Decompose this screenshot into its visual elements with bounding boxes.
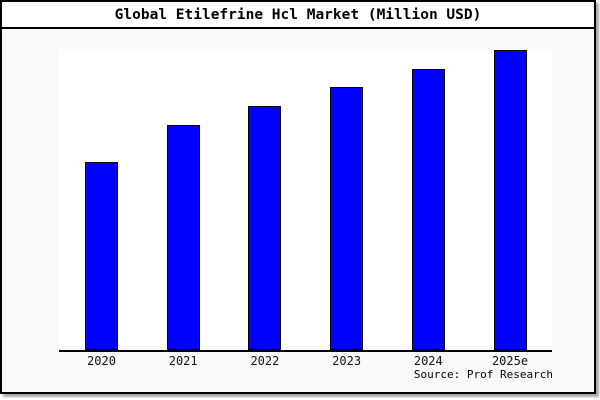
chart-title-bar: Global Etilefrine Hcl Market (Million US… (2, 2, 594, 29)
x-axis-labels: 2020 2021 2022 2023 2024 2025e (59, 354, 552, 369)
x-tick-label-2024: 2024 (413, 354, 443, 368)
bar-2021 (166, 125, 200, 350)
chart-title: Global Etilefrine Hcl Market (Million US… (114, 6, 482, 23)
x-tick-label-2022: 2022 (250, 354, 280, 368)
x-tick-label-2021: 2021 (168, 354, 198, 368)
source-note: Source: Prof Research (413, 368, 553, 381)
bar-2020 (85, 161, 118, 350)
plot-area (59, 49, 552, 352)
x-tick-label-2023: 2023 (332, 354, 362, 368)
bar-2022 (248, 106, 282, 350)
bar-2023 (330, 86, 364, 350)
x-tick-label-2025e: 2025e (491, 354, 529, 368)
x-tick-label-2020: 2020 (87, 354, 116, 368)
chart-frame: Global Etilefrine Hcl Market (Million US… (0, 0, 596, 394)
bar-2024 (411, 68, 445, 350)
bar-2025e (493, 50, 527, 350)
